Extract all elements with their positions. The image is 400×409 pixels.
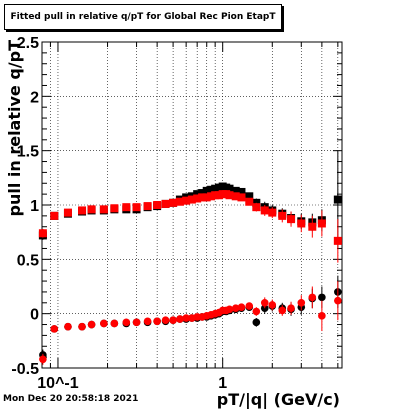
data-point-square bbox=[110, 204, 119, 213]
data-point-circle bbox=[176, 315, 184, 323]
data-point-square bbox=[260, 206, 269, 215]
data-point-square bbox=[153, 201, 162, 209]
data-point-circle bbox=[245, 302, 254, 310]
data-point-circle bbox=[268, 301, 277, 309]
data-point-circle bbox=[237, 303, 246, 311]
data-point-circle bbox=[182, 314, 190, 322]
data-point-square bbox=[38, 229, 47, 238]
data-point-circle bbox=[100, 319, 108, 328]
data-point-square bbox=[317, 219, 326, 228]
data-point-square bbox=[161, 199, 170, 208]
y-tick-label: 2 bbox=[30, 89, 39, 106]
y-tick-label: 2.5 bbox=[17, 35, 39, 52]
data-point-square bbox=[287, 215, 296, 224]
data-point-square bbox=[202, 193, 211, 202]
data-point-square bbox=[50, 211, 59, 220]
data-point-circle bbox=[132, 318, 141, 327]
data-point-square bbox=[78, 206, 87, 215]
data-point-circle bbox=[161, 316, 170, 324]
data-point-circle bbox=[278, 306, 287, 315]
data-point-circle bbox=[260, 299, 269, 307]
data-point-circle bbox=[318, 293, 326, 302]
data-point-circle bbox=[87, 320, 96, 329]
data-point-circle bbox=[252, 318, 261, 327]
data-point-square bbox=[193, 190, 202, 199]
data-point-square bbox=[231, 192, 240, 201]
x-tick-label: 10^-1 bbox=[37, 375, 78, 392]
y-axis-title: pull in relative q/pT bbox=[5, 40, 24, 217]
data-point-square bbox=[193, 194, 202, 203]
data-point-circle bbox=[252, 307, 261, 316]
data-point-square bbox=[308, 222, 317, 231]
data-point-circle bbox=[231, 304, 240, 313]
data-point-square bbox=[202, 186, 211, 195]
data-point-square bbox=[99, 205, 108, 214]
data-point-square bbox=[237, 187, 246, 196]
data-point-square bbox=[63, 208, 72, 217]
data-point-square bbox=[333, 195, 342, 204]
data-point-square bbox=[122, 203, 131, 212]
y-tick-label: 0 bbox=[30, 307, 39, 324]
data-point-square bbox=[252, 203, 261, 212]
y-tick-label: 1.5 bbox=[17, 144, 39, 161]
axis-labels: -0.5 0 0.5 1 1.5 2 2.5 10^-1 1 pT/|q| (G… bbox=[5, 35, 340, 409]
data-point-circle bbox=[110, 319, 119, 328]
data-point-square bbox=[225, 184, 234, 193]
data-point-square bbox=[198, 193, 207, 202]
data-point-square bbox=[207, 192, 216, 201]
data-point-circle bbox=[287, 304, 295, 313]
x-axis-title: pT/|q| (GeV/c) bbox=[217, 390, 340, 409]
y-tick-label: 0.5 bbox=[17, 252, 39, 269]
data-point-square bbox=[207, 185, 216, 194]
data-point-square bbox=[225, 191, 234, 200]
data-point-square bbox=[169, 198, 178, 207]
data-point-circle bbox=[64, 322, 72, 331]
data-point-circle bbox=[334, 296, 342, 305]
data-point-square bbox=[268, 208, 277, 217]
data-point-square bbox=[245, 197, 254, 206]
data-point-square bbox=[231, 186, 240, 195]
data-point-circle bbox=[318, 312, 326, 320]
data-point-circle bbox=[225, 305, 234, 314]
data-point-circle bbox=[308, 293, 317, 302]
data-point-square bbox=[278, 211, 287, 220]
data-point-square bbox=[237, 193, 246, 202]
data-point-circle bbox=[143, 317, 152, 326]
data-points bbox=[38, 150, 342, 365]
data-point-circle bbox=[50, 325, 59, 333]
data-point-circle bbox=[122, 318, 131, 327]
data-point-square bbox=[198, 189, 207, 198]
data-point-square bbox=[297, 219, 306, 228]
y-tick-label: -0.5 bbox=[11, 361, 39, 378]
y-tick-label: 1 bbox=[30, 198, 39, 215]
data-point-square bbox=[187, 195, 196, 204]
timestamp: Mon Dec 20 20:58:18 2021 bbox=[3, 394, 139, 404]
data-point-square bbox=[245, 192, 254, 201]
plot-title-box: Fitted pull in relative q/pT for Global … bbox=[4, 4, 282, 30]
data-point-square bbox=[143, 202, 152, 211]
data-point-circle bbox=[153, 317, 161, 326]
data-point-square bbox=[132, 203, 141, 212]
data-point-square bbox=[175, 197, 184, 206]
data-point-circle bbox=[169, 316, 177, 324]
data-point-circle bbox=[78, 322, 86, 331]
x-tick-label: 1 bbox=[218, 375, 227, 392]
plot-title: Fitted pull in relative q/pT for Global … bbox=[10, 12, 276, 22]
data-point-square bbox=[182, 196, 191, 205]
data-point-square bbox=[87, 205, 96, 214]
data-point-square bbox=[333, 236, 342, 245]
data-point-circle bbox=[297, 299, 306, 307]
data-point-circle bbox=[39, 355, 47, 364]
